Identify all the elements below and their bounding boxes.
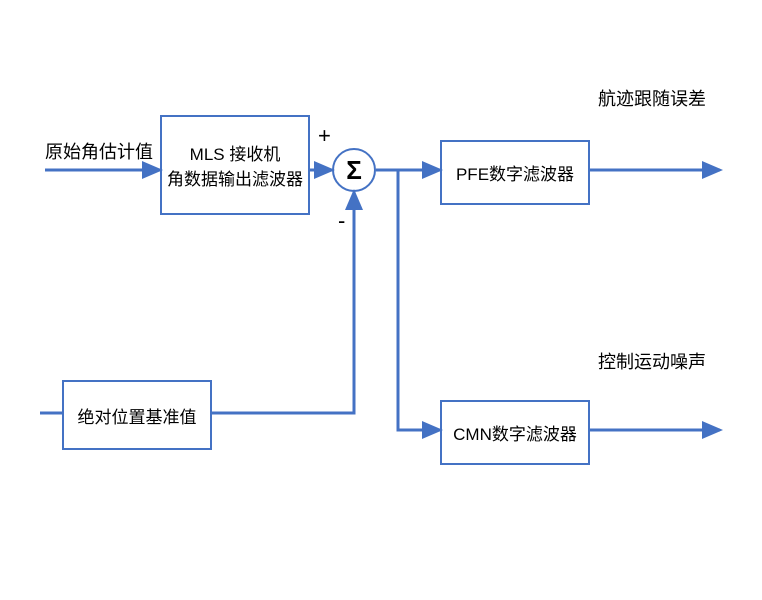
ref-value-box: 绝对位置基准值: [62, 380, 212, 450]
mls-box-line2: 角数据输出滤波器: [167, 165, 303, 190]
edge-split-to-cmn: [398, 170, 440, 430]
edge-ref-to-sum: [212, 192, 354, 413]
minus-sign: -: [338, 208, 345, 234]
mls-receiver-box: MLS 接收机 角数据输出滤波器: [160, 115, 310, 215]
mls-box-line1: MLS 接收机: [190, 140, 281, 165]
plus-sign: +: [318, 123, 331, 149]
input-label: 原始角估计值: [45, 138, 153, 164]
signal-flow-diagram: 原始角估计值 航迹跟随误差 控制运动噪声 MLS 接收机 角数据输出滤波器 PF…: [0, 0, 762, 600]
pfe-output-label: 航迹跟随误差: [598, 85, 706, 111]
summing-junction: Σ: [332, 148, 376, 192]
cmn-output-label: 控制运动噪声: [598, 348, 706, 374]
pfe-filter-box: PFE数字滤波器: [440, 140, 590, 205]
cmn-filter-box: CMN数字滤波器: [440, 400, 590, 465]
